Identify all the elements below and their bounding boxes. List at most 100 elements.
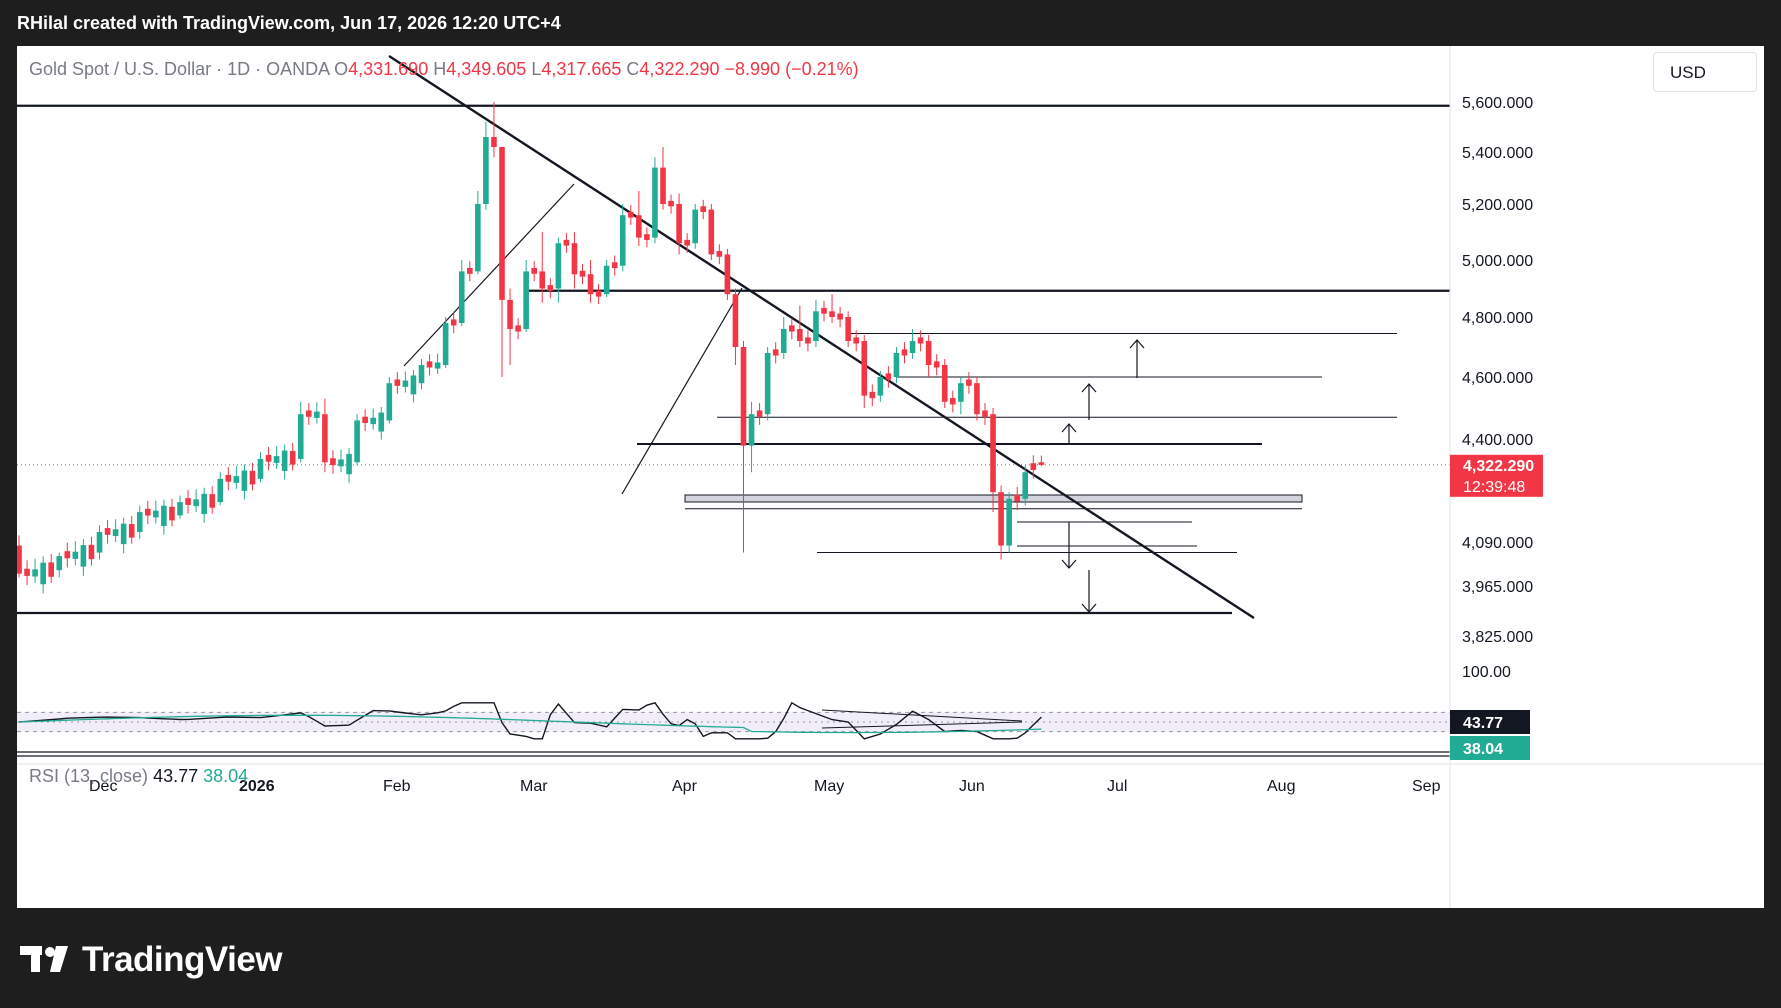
candle-body (370, 417, 376, 425)
candle-body (249, 470, 256, 485)
candle-body (273, 456, 280, 463)
candle-body (1006, 498, 1012, 546)
candle-body (676, 204, 682, 244)
candle-body (1022, 472, 1029, 499)
rsi-ma-line (18, 714, 1042, 734)
candle-body (917, 337, 924, 344)
chart-panel[interactable]: 5,600.000 5,400.000 5,200.000 5,000.000 4,80… (17, 46, 1764, 908)
candle-body (998, 492, 1004, 546)
descending-trendline (388, 54, 1255, 620)
rsi-divergence-line (821, 709, 1023, 722)
candle-body (193, 499, 199, 507)
tradingview-logo-icon (20, 946, 68, 972)
price-axis-label: 4,600.000 (1462, 370, 1533, 387)
candle-body (660, 167, 666, 204)
candle-body (225, 474, 232, 482)
candle-body (805, 337, 811, 344)
candle-body (289, 450, 296, 465)
footer-logo: TradingView (20, 940, 283, 980)
candle-body (990, 414, 996, 493)
candle-body (64, 551, 71, 559)
time-axis-label: Apr (672, 778, 698, 795)
candle-body (386, 383, 393, 421)
candle-body (619, 215, 626, 266)
rsi-ma-badge (1450, 736, 1530, 760)
candle-body (442, 323, 449, 365)
rising-trendline (621, 287, 743, 495)
candles (17, 102, 1045, 594)
candle-body (933, 361, 940, 368)
candle-body (394, 379, 401, 386)
candle-body (789, 325, 795, 332)
top-bar: RHilal created with TradingView.com, Jun… (0, 0, 1781, 46)
candle-body (338, 459, 344, 467)
candle-body (330, 458, 336, 466)
candle-body (418, 365, 425, 384)
candle-body (636, 215, 642, 238)
candle-body (161, 505, 167, 527)
candle-body (475, 204, 481, 272)
price-chart[interactable]: 5,600.000 5,400.000 5,200.000 5,000.000 4,80… (17, 46, 1764, 908)
candle-body (684, 239, 690, 246)
candle-body (354, 420, 360, 463)
candle-body (603, 265, 610, 295)
price-axis-label: 3,825.000 (1462, 629, 1533, 646)
change-value: −8.990 (−0.21%) (724, 59, 859, 79)
open-value: 4,331.690 (348, 59, 429, 79)
candle-body (169, 506, 175, 521)
rsi-divergence-line (821, 721, 1023, 729)
candle-body (523, 271, 529, 329)
candle-body (515, 325, 521, 332)
candle-body (974, 383, 980, 415)
candle-body (861, 341, 868, 396)
time-axis-label: May (814, 778, 844, 795)
candle-body (458, 271, 465, 323)
footer-logo-text: TradingView (82, 940, 283, 979)
candle-body (185, 498, 191, 505)
candle-body (24, 568, 30, 576)
candle-body (829, 311, 835, 317)
candle-body (297, 414, 304, 459)
time-axis-label: Aug (1267, 778, 1295, 795)
candle-body (426, 361, 433, 368)
symbol-name: Gold Spot / U.S. Dollar · 1D · OANDA (29, 59, 330, 79)
candle-body (378, 412, 385, 432)
price-badge (1450, 454, 1543, 497)
candle-body (104, 528, 111, 535)
price-axis-label: 3,965.000 (1462, 579, 1533, 596)
candle-body (1030, 463, 1037, 471)
candle-body (410, 375, 417, 395)
candle-body (587, 274, 594, 295)
candle-body (941, 365, 948, 402)
candle-body (853, 337, 859, 344)
candle-body (700, 206, 707, 212)
candle-body (813, 311, 819, 341)
target-arrow-head (1081, 383, 1097, 393)
candle-body (233, 476, 240, 483)
candle-body (539, 271, 546, 289)
high-value: 4,349.605 (446, 59, 527, 79)
candle-body (797, 329, 803, 341)
candle-body (281, 450, 288, 471)
price-axis-label: 5,400.000 (1462, 145, 1533, 162)
currency-button[interactable]: USD (1653, 52, 1757, 92)
candle-body (450, 319, 457, 326)
candle-body (128, 524, 135, 538)
candle-body (901, 349, 908, 356)
time-axis-label: Jul (1107, 778, 1127, 795)
candle-body (845, 317, 851, 341)
candle-body (893, 353, 900, 377)
candle-body (88, 544, 95, 560)
time-axis-label: 2026 (239, 778, 275, 795)
rsi-axis-label: 100.00 (1462, 664, 1511, 681)
candle-body (1038, 462, 1045, 465)
attribution-text: RHilal created with TradingView.com, Jun… (17, 13, 561, 33)
candle-body (531, 267, 537, 274)
symbol-legend: Gold Spot / U.S. Dollar · 1D · OANDA O4,… (29, 59, 859, 80)
candle-body (306, 410, 312, 417)
rsi-band (17, 712, 1450, 732)
candle-body (491, 137, 497, 147)
time-axis-label: Mar (520, 778, 548, 795)
candle-body (740, 347, 747, 446)
candle-body (966, 379, 972, 386)
